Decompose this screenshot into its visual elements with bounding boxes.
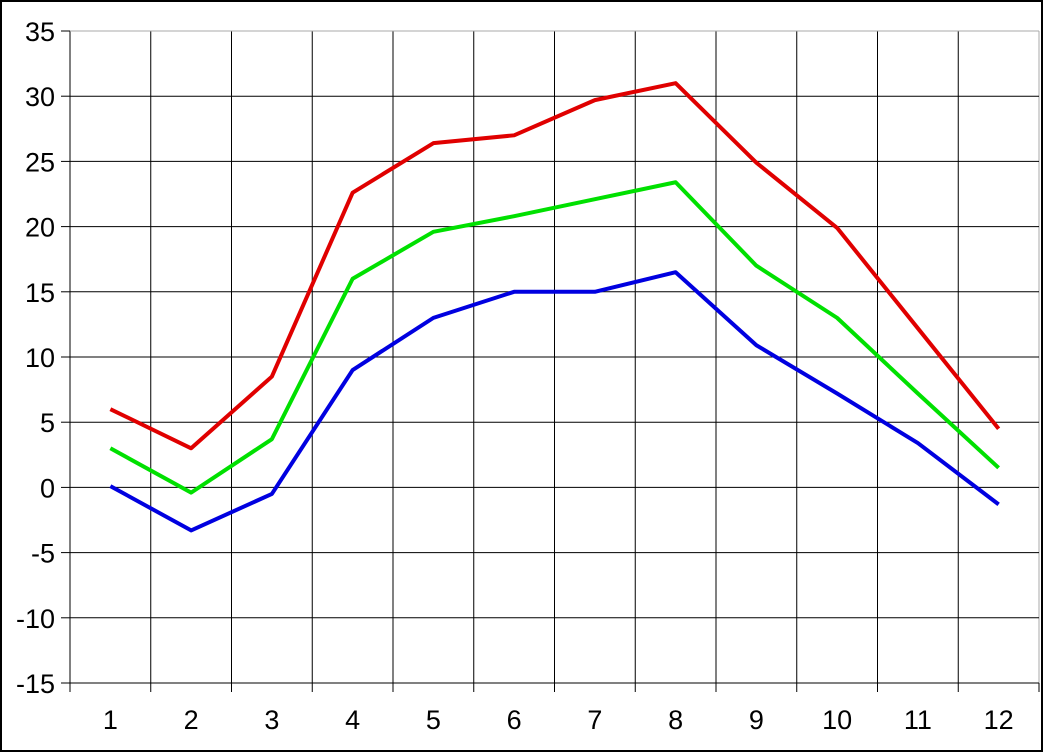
red-upper-line	[109, 81, 1001, 451]
blue-lower-line	[109, 270, 1000, 533]
x-tick-label: 3	[264, 705, 279, 735]
y-tick-label: 25	[25, 147, 55, 177]
y-tick-label: -5	[31, 539, 55, 569]
y-tick-label: 20	[25, 213, 55, 243]
y-tick-label: 5	[40, 408, 55, 438]
y-tick-label: 10	[25, 343, 55, 373]
x-tick-label: 7	[587, 705, 602, 735]
green-middle-line	[109, 180, 1000, 495]
x-tick-label: 10	[822, 705, 852, 735]
x-tick-label: 6	[507, 705, 522, 735]
y-tick-label: -15	[16, 669, 55, 699]
y-tick-label: 15	[25, 278, 55, 308]
y-tick-label: 0	[40, 473, 55, 503]
x-tick-label: 9	[749, 705, 764, 735]
x-tick-label: 5	[426, 705, 441, 735]
x-tick-label: 12	[984, 705, 1014, 735]
x-tick-label: 4	[345, 705, 360, 735]
y-tick-label: 30	[25, 82, 55, 112]
x-tick-label: 1	[103, 705, 118, 735]
y-tick-label: 35	[25, 17, 55, 47]
x-tick-label: 8	[668, 705, 683, 735]
x-tick-label: 2	[184, 705, 199, 735]
y-tick-label: -10	[16, 604, 55, 634]
x-tick-label: 11	[904, 705, 932, 735]
